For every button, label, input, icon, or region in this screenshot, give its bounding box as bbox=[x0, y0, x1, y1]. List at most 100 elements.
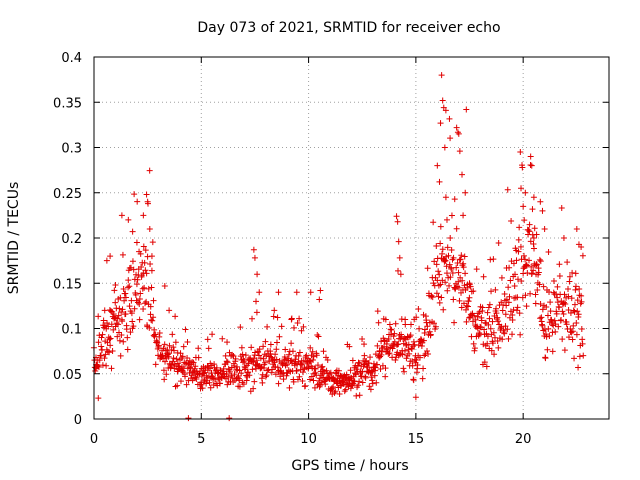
data-point bbox=[479, 304, 486, 311]
data-point bbox=[279, 359, 286, 366]
data-point bbox=[195, 354, 202, 361]
data-point bbox=[146, 225, 153, 232]
data-point bbox=[174, 349, 181, 356]
data-point bbox=[570, 307, 577, 314]
data-point bbox=[388, 326, 395, 333]
data-point bbox=[274, 314, 281, 321]
data-point bbox=[115, 321, 122, 328]
data-point bbox=[566, 278, 573, 285]
data-point bbox=[579, 340, 586, 347]
data-point bbox=[313, 352, 320, 359]
data-point bbox=[425, 351, 432, 358]
data-point bbox=[172, 339, 179, 346]
data-point bbox=[464, 303, 471, 310]
data-point bbox=[563, 321, 570, 328]
data-point bbox=[531, 245, 538, 252]
data-point bbox=[352, 371, 359, 378]
data-point bbox=[410, 377, 417, 384]
data-point bbox=[506, 293, 513, 300]
data-point bbox=[206, 379, 213, 386]
data-point bbox=[150, 332, 157, 339]
data-point bbox=[310, 353, 317, 360]
data-point bbox=[142, 300, 149, 307]
data-point bbox=[190, 359, 197, 366]
data-point bbox=[299, 361, 306, 368]
data-point bbox=[340, 381, 347, 388]
data-point bbox=[505, 284, 512, 291]
data-point bbox=[498, 323, 505, 330]
data-point bbox=[147, 303, 154, 310]
data-point bbox=[342, 386, 349, 393]
data-point bbox=[185, 415, 192, 422]
data-point bbox=[482, 319, 489, 326]
data-point bbox=[427, 331, 434, 338]
data-point bbox=[463, 106, 470, 113]
data-point bbox=[504, 326, 511, 333]
data-point bbox=[385, 350, 392, 357]
data-point bbox=[522, 189, 529, 196]
data-point bbox=[309, 348, 316, 355]
data-point bbox=[149, 317, 156, 324]
data-point bbox=[129, 258, 136, 265]
data-point bbox=[180, 343, 187, 350]
data-point bbox=[505, 299, 512, 306]
data-point bbox=[560, 235, 567, 241]
data-point bbox=[416, 325, 423, 332]
data-point bbox=[450, 296, 457, 303]
data-point bbox=[246, 372, 253, 379]
data-point bbox=[142, 247, 149, 254]
data-point bbox=[129, 228, 136, 235]
data-point bbox=[319, 363, 326, 370]
data-point bbox=[356, 360, 363, 367]
data-point bbox=[410, 338, 417, 345]
data-point bbox=[201, 376, 208, 383]
data-point bbox=[374, 308, 381, 315]
data-point bbox=[299, 377, 306, 384]
data-point bbox=[349, 357, 356, 364]
data-point bbox=[356, 378, 363, 385]
data-point bbox=[507, 308, 514, 315]
data-point bbox=[355, 359, 362, 366]
data-point bbox=[495, 344, 502, 351]
data-point bbox=[312, 365, 319, 372]
data-point bbox=[448, 247, 455, 254]
data-point bbox=[486, 301, 493, 308]
data-point bbox=[122, 311, 129, 318]
data-point bbox=[533, 271, 540, 278]
data-point bbox=[156, 333, 163, 340]
data-point bbox=[151, 326, 158, 333]
data-point bbox=[217, 367, 224, 374]
data-point bbox=[527, 153, 534, 160]
data-point bbox=[113, 320, 120, 327]
data-point bbox=[99, 362, 106, 369]
data-point bbox=[455, 269, 462, 276]
data-point bbox=[391, 330, 398, 337]
data-point bbox=[125, 284, 132, 291]
data-point bbox=[223, 370, 230, 377]
data-point bbox=[307, 289, 314, 296]
data-point bbox=[242, 352, 249, 359]
data-point bbox=[436, 271, 443, 278]
data-point bbox=[273, 346, 280, 353]
data-point bbox=[551, 317, 558, 324]
data-point bbox=[439, 97, 446, 104]
data-point bbox=[222, 352, 229, 359]
data-point bbox=[461, 253, 468, 260]
data-point bbox=[572, 283, 579, 290]
data-point bbox=[99, 331, 106, 338]
data-point bbox=[462, 306, 469, 313]
data-point bbox=[256, 346, 263, 353]
data-point bbox=[523, 261, 530, 268]
x-axis-title: GPS time / hours bbox=[291, 458, 408, 474]
data-point bbox=[104, 339, 111, 346]
data-point bbox=[251, 254, 258, 261]
data-point bbox=[369, 377, 376, 384]
data-point bbox=[443, 216, 450, 223]
data-point bbox=[359, 368, 366, 375]
data-point bbox=[440, 104, 447, 111]
data-point bbox=[290, 324, 297, 331]
data-point bbox=[394, 218, 401, 225]
data-point bbox=[262, 373, 269, 380]
data-point bbox=[259, 379, 266, 386]
data-point bbox=[556, 304, 563, 311]
